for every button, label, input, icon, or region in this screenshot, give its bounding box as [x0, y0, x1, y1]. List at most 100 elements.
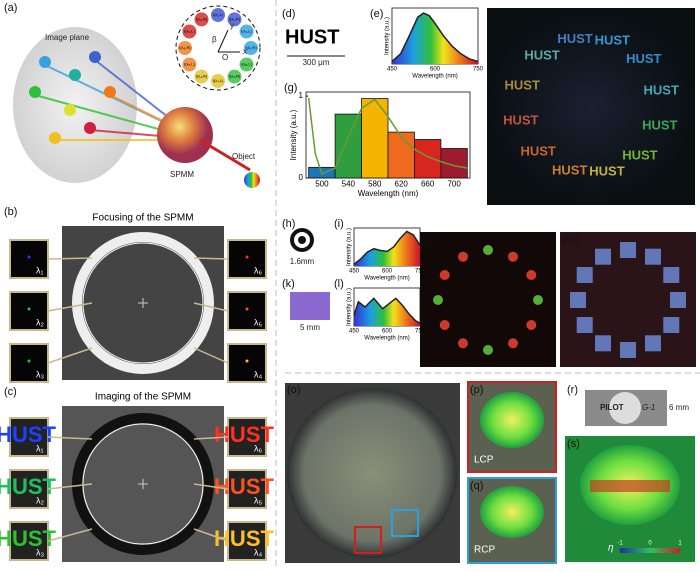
tile-arrow: [47, 257, 93, 260]
photo: [287, 388, 457, 558]
label: β: [212, 35, 217, 44]
spectrum-fill: [354, 298, 420, 326]
spots: [433, 242, 686, 358]
label: PILOT: [600, 403, 624, 412]
x-tick-label: 600: [430, 66, 441, 72]
tile-glyph: HUST: [0, 474, 57, 499]
tile-arrow: [193, 347, 229, 364]
panel-label: (b): [4, 206, 17, 218]
panel-label: (h): [282, 218, 295, 230]
spot: [483, 345, 493, 355]
panel-label: (q): [470, 480, 483, 492]
label: y: [230, 21, 234, 30]
label: Image plane: [45, 33, 90, 42]
diagram-dot: [211, 74, 225, 88]
hust-image-text: HUST: [626, 51, 661, 66]
diagram-label: I(λ₁,L): [213, 12, 224, 17]
hust-image: [487, 8, 695, 205]
scale-label: 5 mm: [300, 323, 320, 332]
spectrum-fill: [392, 13, 478, 65]
label: SPMM: [170, 170, 194, 179]
hust-image-text: HUST: [520, 144, 555, 159]
label: Object: [232, 152, 256, 161]
x-tick-label: 450: [349, 268, 360, 274]
tile-arrow: [47, 436, 93, 440]
tile-spot: [27, 255, 31, 259]
label: RCP: [474, 545, 495, 556]
colorbar-ticks: -1 0 1: [617, 541, 682, 547]
hust-image-text: HUST: [595, 32, 630, 47]
tile-arrow: [47, 302, 93, 312]
spot: [458, 338, 468, 349]
tile-spot: [27, 307, 31, 311]
panel-label: (s): [567, 438, 580, 450]
panel-label: (c): [4, 386, 17, 398]
panel-label: (k): [282, 278, 295, 290]
x-tick-label: 580: [368, 180, 382, 189]
diagram-labels: I(λ₁,L) I(λ₁,R) I(λ₂,L) I(λ₂,R) I(λ₃,L) I(λ₃,…: [178, 8, 258, 88]
x-tick-label: 540: [342, 180, 356, 189]
diagram-label: I(λ₅,L): [184, 62, 195, 67]
flag-tile: [595, 248, 611, 265]
x-tick-label: 600: [382, 328, 393, 334]
tile: [227, 291, 267, 331]
hust-image-text: HUST: [622, 147, 657, 162]
y-axis-label: Intensity (a.u.): [347, 288, 353, 326]
spectrum-line: [353, 297, 421, 324]
spectrum-line: [353, 230, 421, 265]
tile: [227, 417, 267, 457]
tile-spot: [27, 359, 31, 363]
tile-label: λ₄: [254, 369, 263, 379]
y-tick-label: 1: [299, 91, 304, 100]
panel-label: (e): [370, 8, 383, 20]
diagram-dot: [182, 57, 197, 72]
flag-tile: [663, 317, 680, 333]
x-axis-label: Wavelength (nm): [412, 74, 457, 80]
tile-arrow: [193, 528, 229, 542]
bar: [414, 139, 442, 179]
x-tick-label: 750: [415, 268, 426, 274]
colorbar-tick: 1: [678, 541, 682, 547]
hust-image-text: HUST: [503, 113, 538, 128]
tile-label: λ₄: [254, 547, 263, 557]
flag-tile: [595, 335, 611, 352]
colorbar-label: η: [608, 543, 614, 554]
bar: [334, 113, 362, 179]
hust-image-text: HUST: [524, 48, 559, 63]
flag-tile: [663, 267, 680, 283]
x-tick-label: 500: [315, 180, 329, 189]
diagram-label: I(λ₅,R): [179, 45, 191, 50]
separators: [275, 0, 700, 567]
tile-label: λ₃: [36, 369, 45, 379]
panel-label: (j): [423, 234, 433, 246]
tile-label: λ₂: [36, 495, 45, 505]
diagram-dot: [194, 69, 209, 84]
flag-tile: [570, 292, 586, 308]
tile-arrow: [193, 483, 229, 490]
tile: [9, 417, 49, 457]
tile-spot: [245, 307, 249, 311]
y-axis-label: Intensity (a.u.): [347, 228, 353, 266]
hust-image-text: HUST: [557, 31, 592, 46]
tile-label: λ₅: [254, 495, 263, 505]
x-tick-label: 750: [415, 328, 426, 334]
scale-label: 1.6mm: [290, 257, 315, 266]
tile: [9, 343, 49, 383]
label: LCP: [474, 455, 494, 466]
spot: [458, 251, 468, 262]
tile-label: λ₂: [36, 317, 45, 327]
spectrum-fill: [354, 231, 420, 266]
flag-tile: [620, 242, 636, 258]
panel-label: (r): [567, 384, 578, 396]
bar: [387, 131, 415, 179]
diagram-label: I(λ₆,L): [184, 29, 195, 34]
y-axis-label: Intensity (a.u.): [289, 109, 298, 160]
tile-arrow: [193, 436, 229, 440]
diagram-dot: [239, 57, 254, 72]
spot: [439, 270, 450, 280]
panel-label: (i): [334, 218, 344, 230]
tile-arrow: [47, 528, 93, 542]
panel-title: Imaging of the SPMM: [95, 392, 191, 403]
flag-tile: [645, 248, 661, 265]
